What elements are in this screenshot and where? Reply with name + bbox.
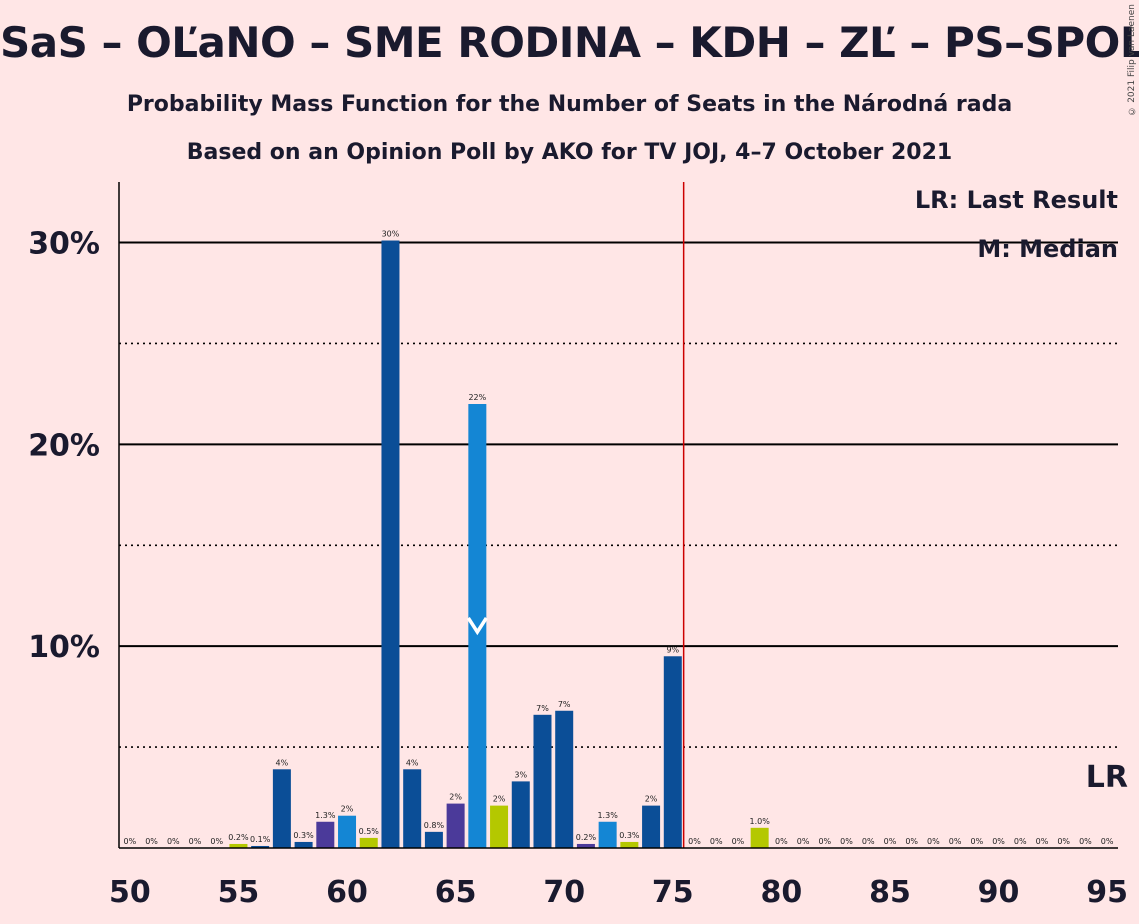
bar-seat-74 bbox=[642, 805, 661, 848]
median-marker bbox=[466, 617, 488, 636]
bar-seat-70 bbox=[555, 710, 574, 848]
bar-value-label: 0% bbox=[124, 837, 137, 846]
bar-seat-68 bbox=[511, 781, 530, 848]
bar-value-label: 0% bbox=[189, 837, 202, 846]
bar-value-label: 9% bbox=[666, 645, 679, 654]
bar-labels: 0% 0% 0% 0% 0% 0.2% 0.1%4%0.3%1.3%2%0.5%30%4%0… bbox=[124, 230, 1114, 846]
bar-value-label: 0% bbox=[145, 837, 158, 846]
x-tick-80: 80 bbox=[761, 875, 803, 910]
bar-value-label: 0% bbox=[1057, 837, 1070, 846]
bars-group bbox=[229, 240, 769, 848]
legend-median: M: Median bbox=[977, 235, 1118, 263]
bar-seat-79 bbox=[750, 827, 769, 848]
bar-seat-65 bbox=[446, 803, 465, 848]
bar-value-label: 0.8% bbox=[424, 821, 445, 830]
bar-seat-72 bbox=[598, 821, 617, 848]
bar-value-label: 0% bbox=[992, 837, 1005, 846]
bar-value-label: 30% bbox=[382, 230, 400, 239]
bar-seat-67 bbox=[490, 805, 509, 848]
bar-value-label: 0% bbox=[775, 837, 788, 846]
bar-seat-64 bbox=[424, 831, 443, 848]
gridlines bbox=[119, 182, 1118, 848]
bar-value-label: 7% bbox=[558, 700, 571, 709]
x-tick-55: 55 bbox=[218, 875, 260, 910]
y-tick-labels: 10% 20% 30% bbox=[28, 227, 100, 666]
y-tick-10: 10% bbox=[28, 630, 100, 665]
bar-value-label: 0% bbox=[1079, 837, 1092, 846]
bar-value-label: 0% bbox=[970, 837, 983, 846]
last-result-marker: LR bbox=[1086, 760, 1128, 795]
chart-subtitle: Probability Mass Function for the Number… bbox=[126, 92, 1013, 117]
bar-value-label: 2% bbox=[645, 795, 658, 804]
bar-value-label: 0% bbox=[710, 837, 723, 846]
bar-value-label: 0% bbox=[167, 837, 180, 846]
bar-value-label: 0.5% bbox=[359, 827, 380, 836]
chart-title: SaS – OĽaNO – SME RODINA – KDH – ZĽ – PS… bbox=[0, 18, 1139, 67]
y-tick-30: 30% bbox=[28, 227, 100, 262]
bar-value-label: 0.2% bbox=[576, 833, 597, 842]
bar-seat-58 bbox=[294, 841, 313, 848]
bar-value-label: 0% bbox=[840, 837, 853, 846]
bar-value-label: 0% bbox=[210, 837, 223, 846]
bar-value-label: 0% bbox=[688, 837, 701, 846]
bar-value-label: 3% bbox=[514, 770, 527, 779]
bar-value-label: 0.3% bbox=[293, 831, 314, 840]
x-tick-90: 90 bbox=[978, 875, 1020, 910]
bar-seat-71 bbox=[576, 843, 595, 848]
bar-seat-57 bbox=[272, 769, 291, 848]
bar-value-label: 2% bbox=[449, 793, 462, 802]
bar-seat-66 bbox=[468, 404, 487, 848]
bar-value-label: 4% bbox=[276, 758, 289, 767]
bar-seat-61 bbox=[359, 837, 378, 848]
bar-value-label: 0.2% bbox=[228, 833, 249, 842]
bar-value-label: 0% bbox=[884, 837, 897, 846]
bar-value-label: 22% bbox=[468, 393, 486, 402]
bar-value-label: 0% bbox=[949, 837, 962, 846]
bar-value-label: 2% bbox=[493, 795, 506, 804]
bar-value-label: 0% bbox=[732, 837, 745, 846]
bar-value-label: 0.3% bbox=[619, 831, 640, 840]
x-tick-50: 50 bbox=[109, 875, 151, 910]
bar-value-label: 0% bbox=[1036, 837, 1049, 846]
bar-value-label: 4% bbox=[406, 758, 419, 767]
bar-value-label: 0% bbox=[905, 837, 918, 846]
x-tick-95: 95 bbox=[1086, 875, 1128, 910]
bar-value-label: 7% bbox=[536, 704, 549, 713]
x-tick-60: 60 bbox=[326, 875, 368, 910]
bar-seat-62 bbox=[381, 240, 400, 848]
x-tick-75: 75 bbox=[652, 875, 694, 910]
bar-seat-56 bbox=[251, 845, 270, 848]
bar-value-label: 0% bbox=[797, 837, 810, 846]
x-tick-85: 85 bbox=[869, 875, 911, 910]
bar-value-label: 0% bbox=[862, 837, 875, 846]
bar-seat-55 bbox=[229, 843, 248, 848]
chart-source: Based on an Opinion Poll by AKO for TV J… bbox=[186, 140, 953, 165]
bar-seat-59 bbox=[316, 821, 335, 848]
bar-seat-73 bbox=[620, 841, 639, 848]
bar-value-label: 0% bbox=[927, 837, 940, 846]
bar-seat-63 bbox=[403, 769, 422, 848]
axes bbox=[118, 182, 1118, 849]
bar-value-label: 0.1% bbox=[250, 835, 271, 844]
bar-value-label: 2% bbox=[341, 805, 354, 814]
y-tick-20: 20% bbox=[28, 428, 100, 463]
bar-seat-69 bbox=[533, 714, 552, 848]
x-tick-65: 65 bbox=[435, 875, 477, 910]
bar-value-label: 1.3% bbox=[315, 811, 336, 820]
bar-value-label: 0% bbox=[1101, 837, 1114, 846]
bar-value-label: 0% bbox=[1014, 837, 1027, 846]
bar-seat-60 bbox=[338, 815, 357, 848]
bar-seat-75 bbox=[663, 656, 682, 848]
x-tick-labels: 50 55 60 65 70 75 80 85 90 95 bbox=[109, 875, 1128, 910]
bar-value-label: 1.3% bbox=[597, 811, 618, 820]
bar-value-label: 0% bbox=[818, 837, 831, 846]
bar-value-label: 1.0% bbox=[749, 817, 770, 826]
legend-last-result: LR: Last Result bbox=[915, 186, 1118, 214]
x-tick-70: 70 bbox=[543, 875, 585, 910]
